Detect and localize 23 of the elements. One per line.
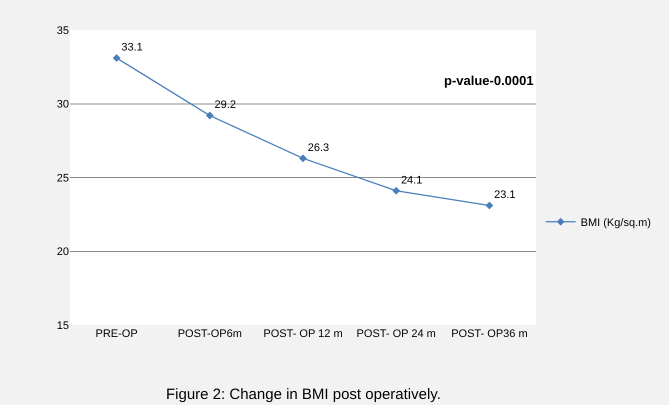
x-tick-label: POST- OP36 m — [451, 328, 528, 340]
data-label: 23.1 — [494, 189, 516, 202]
x-tick-label: POST-OP6m — [178, 328, 242, 340]
point — [206, 112, 214, 120]
x-tick-label: PRE-OP — [96, 328, 138, 340]
y-tick-label: 15 — [56, 320, 69, 332]
point — [112, 54, 120, 62]
point — [486, 202, 494, 210]
data-label: 33.1 — [121, 42, 143, 54]
x-tick-label: POST- OP 24 m — [356, 328, 436, 340]
point — [392, 186, 400, 195]
data-label: 26.3 — [308, 142, 330, 154]
data-label: 29.2 — [214, 99, 236, 112]
y-tick-label: 20 — [56, 246, 69, 258]
legend-label: BMI (Kg/sq.m) — [580, 217, 651, 230]
data-label: 24.1 — [400, 174, 422, 186]
caption: Figure 2: Change in BMI post operatively. — [166, 386, 441, 403]
y-tick-label: 30 — [56, 98, 69, 111]
point — [299, 154, 307, 162]
annotation: p-value-0.0001 — [444, 73, 534, 88]
x-tick-label: POST- OP 12 m — [263, 328, 343, 340]
y-tick-label: 25 — [56, 172, 69, 184]
y-tick-label: 35 — [56, 24, 69, 37]
